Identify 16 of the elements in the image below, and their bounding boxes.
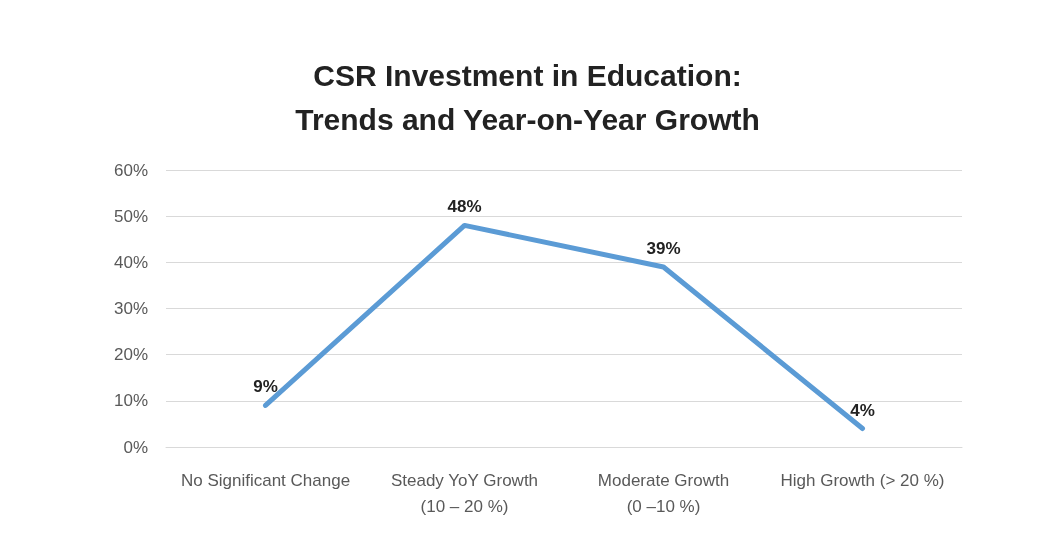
data-label: 4% — [850, 400, 875, 420]
x-tick-label: No Significant Change — [180, 470, 351, 490]
x-tick-label: Moderate Growth (0 –10 %) — [597, 470, 730, 516]
data-label: 48% — [447, 197, 482, 217]
y-tick-label: 0% — [123, 437, 148, 457]
x-tick-label: Steady YoY Growth (10 – 20 %) — [390, 470, 539, 516]
y-tick-label: 50% — [113, 206, 148, 226]
y-tick-label: 40% — [113, 252, 148, 272]
data-label: 39% — [646, 238, 681, 258]
y-tick-label: 60% — [113, 160, 148, 180]
y-tick-label: 10% — [113, 391, 148, 411]
y-tick-label: 30% — [113, 299, 148, 318]
chart-title: CSR Investment in Education: Trends and Year-on-Year Growth — [295, 58, 760, 136]
data-label: 9% — [253, 377, 278, 397]
x-tick-label: High Growth (> 20 %) — [780, 470, 945, 490]
y-tick-label: 20% — [113, 345, 148, 365]
